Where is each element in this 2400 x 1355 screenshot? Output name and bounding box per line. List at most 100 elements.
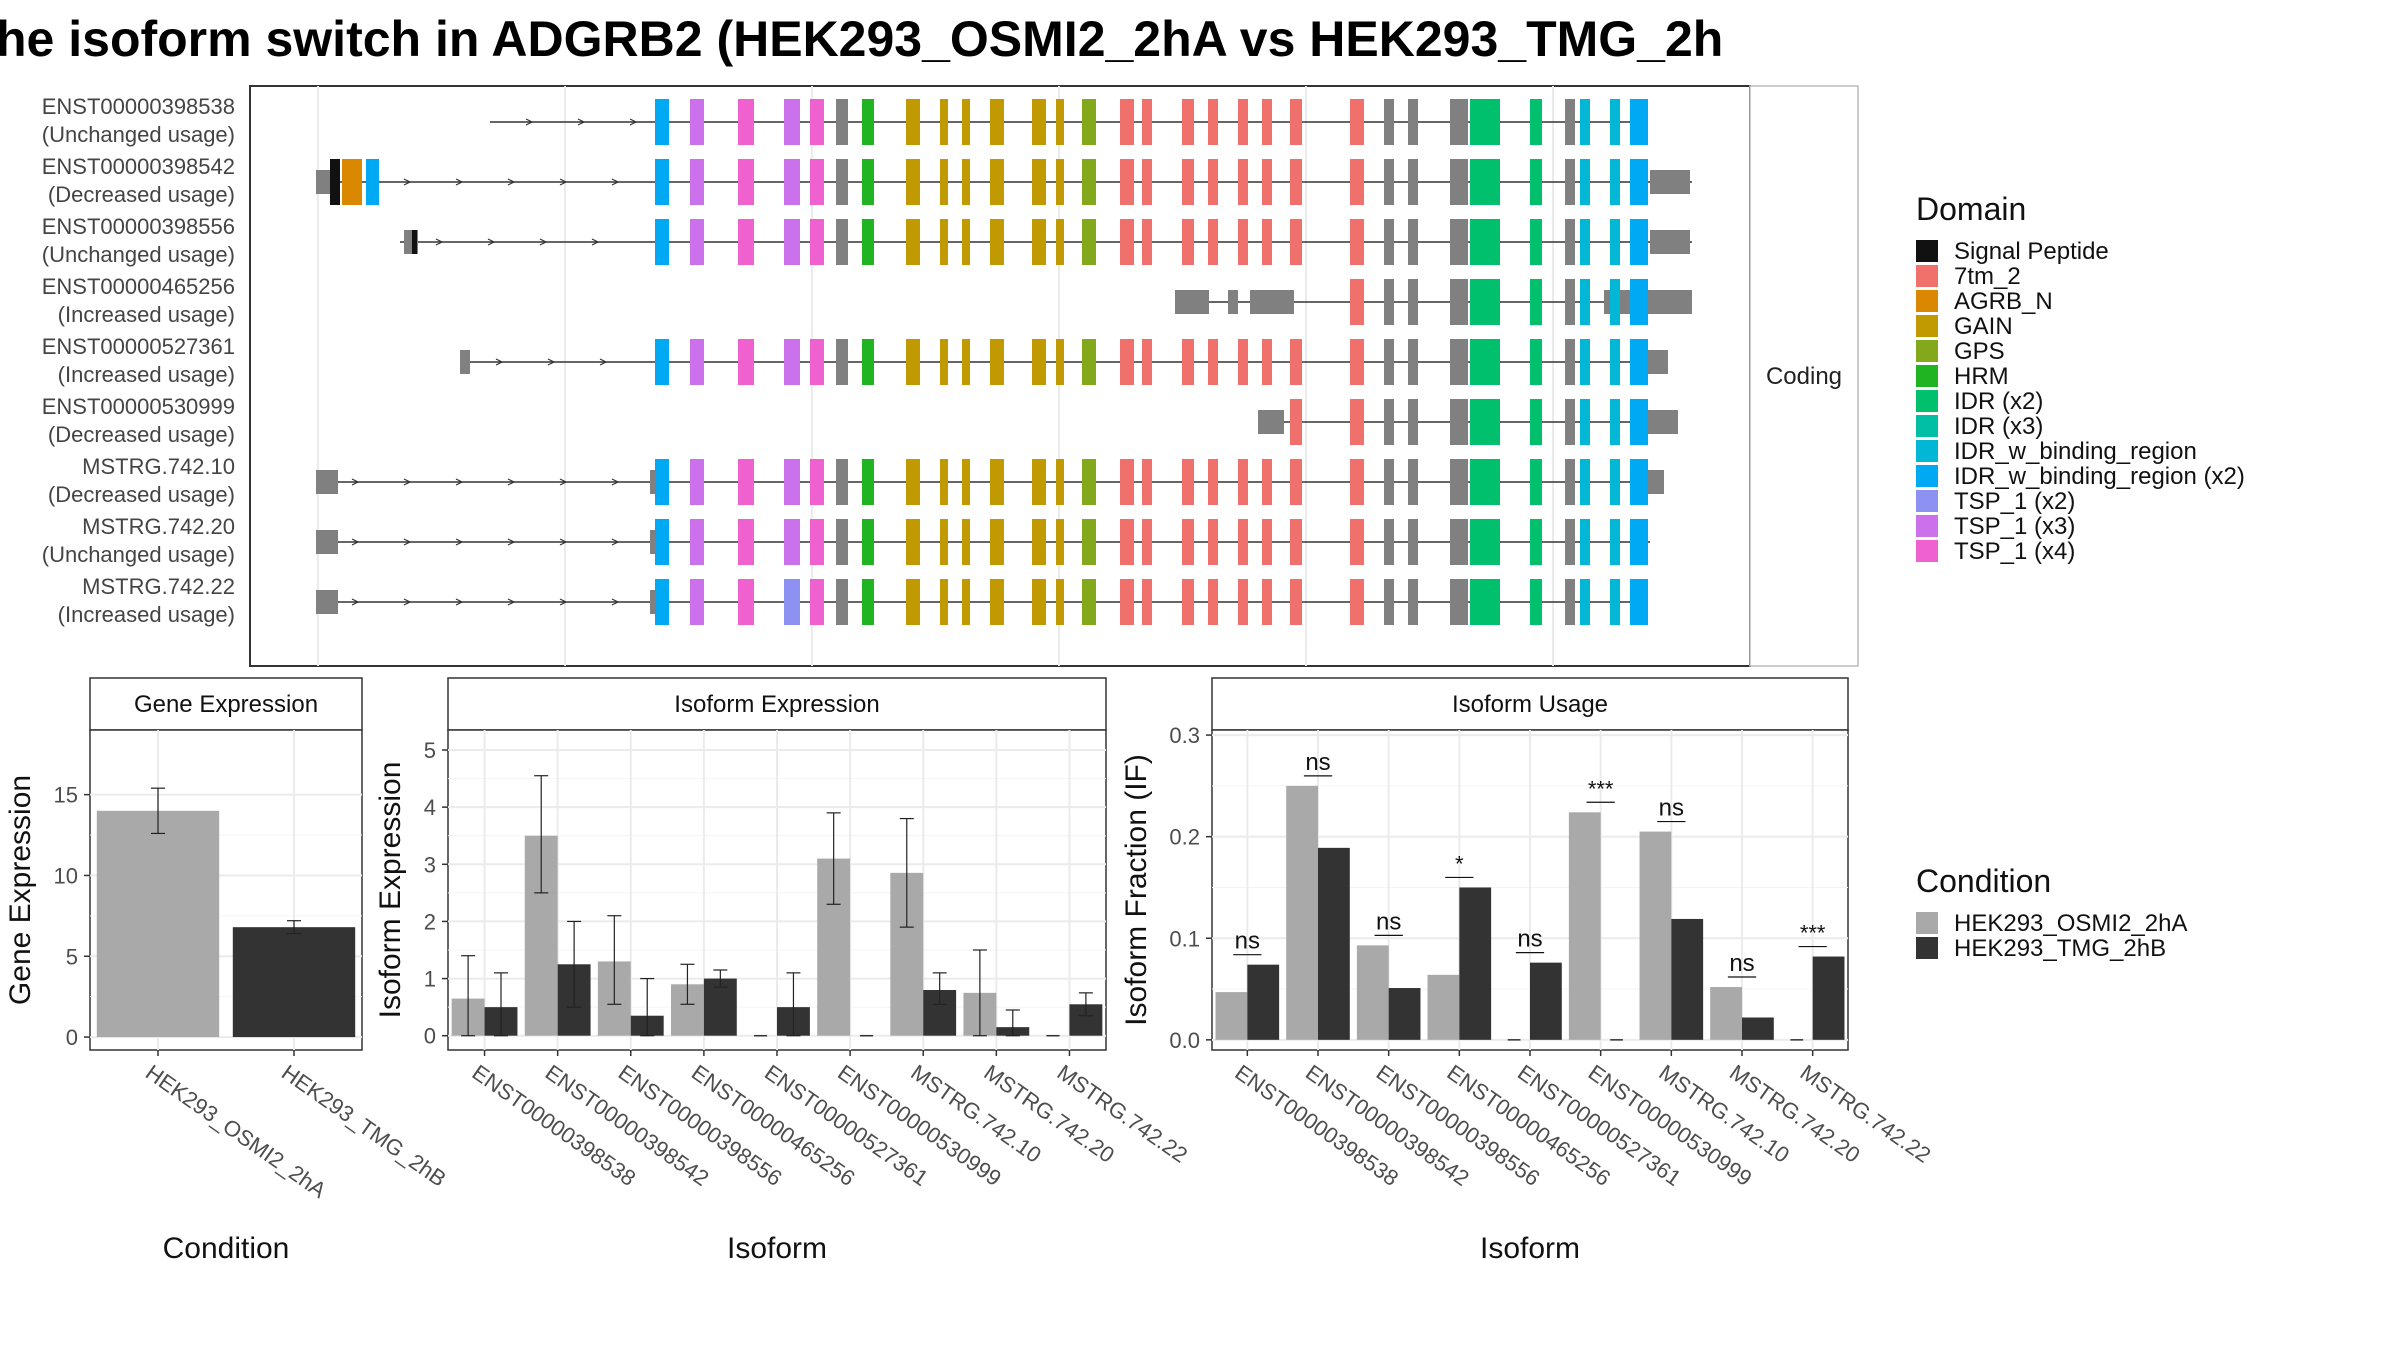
domain-exon: [836, 459, 848, 505]
domain-legend-swatch: [1916, 240, 1938, 262]
domain-exon: [1142, 459, 1152, 505]
domain-exon: [1238, 519, 1248, 565]
y-tick-label: 3: [424, 852, 436, 877]
domain-exon: [738, 339, 754, 385]
domain-exon: [784, 579, 800, 625]
domain-exon: [862, 459, 874, 505]
domain-exon: [810, 579, 824, 625]
domain-exon: [962, 159, 970, 205]
domain-legend-label: IDR_w_binding_region (x2): [1954, 463, 2245, 490]
domain-exon: [330, 159, 340, 205]
domain-exon: [1580, 279, 1590, 325]
domain-exon: [1142, 519, 1152, 565]
domain-exon: [784, 519, 800, 565]
domain-exon: [738, 459, 754, 505]
domain-exon: [1610, 579, 1620, 625]
domain-exon: [990, 99, 1004, 145]
intron-arrow: [403, 598, 412, 606]
bar: [1318, 847, 1350, 1040]
domain-exon: [836, 99, 848, 145]
transcript-track: [316, 159, 1692, 205]
domain-exon: [990, 459, 1004, 505]
utr-exon: [1646, 470, 1664, 494]
utr-exon: [1250, 290, 1284, 314]
domain-exon: [1450, 579, 1468, 625]
domain-exon: [1262, 159, 1272, 205]
utr-exon: [1644, 410, 1678, 434]
domain-exon: [1384, 459, 1394, 505]
domain-exon: [1208, 519, 1218, 565]
domain-exon: [1580, 579, 1590, 625]
domain-exon: [906, 159, 920, 205]
condition-legend-swatch: [1916, 912, 1938, 934]
intron-arrow: [495, 358, 504, 366]
domain-legend-label: Signal Peptide: [1954, 238, 2109, 265]
domain-exon: [1530, 159, 1542, 205]
domain-exon: [1262, 339, 1272, 385]
domain-exon: [1630, 279, 1648, 325]
y-axis-title: Isoform Fraction (IF): [1120, 754, 1153, 1026]
domain-exon: [1610, 219, 1620, 265]
domain-exon: [1470, 399, 1500, 445]
domain-exon: [962, 219, 970, 265]
condition-legend-swatch: [1916, 937, 1938, 959]
domain-legend-label: GAIN: [1954, 313, 2013, 340]
domain-exon: [655, 219, 669, 265]
domain-exon: [1630, 99, 1648, 145]
domain-exon: [342, 159, 362, 205]
domain-exon: [1208, 339, 1218, 385]
gene-expression-panel: Gene Expression051015HEK293_OSMI2_2hAHEK…: [4, 677, 451, 1265]
domain-exon: [738, 159, 754, 205]
domain-exon: [1470, 279, 1500, 325]
domain-exon: [1056, 459, 1064, 505]
domain-exon: [1290, 399, 1302, 445]
domain-exon: [1208, 219, 1218, 265]
intron-arrow: [351, 598, 360, 606]
domain-exon: [1580, 159, 1590, 205]
y-tick-label: 1: [424, 967, 436, 992]
transcript-track: [1258, 399, 1678, 445]
bar: [1710, 987, 1742, 1040]
intron-arrow: [611, 598, 620, 606]
domain-exon: [1142, 339, 1152, 385]
intron-arrow: [591, 238, 600, 246]
domain-exon: [1082, 219, 1096, 265]
domain-legend-title: Domain: [1916, 191, 2026, 227]
domain-exon: [1120, 99, 1134, 145]
domain-exon: [810, 519, 824, 565]
domain-legend-swatch: [1916, 440, 1938, 462]
domain-exon: [906, 519, 920, 565]
domain-exon: [1630, 459, 1648, 505]
transcript-name: ENST00000527361: [42, 334, 235, 359]
intron-arrow: [629, 118, 638, 126]
domain-exon: [990, 339, 1004, 385]
domain-exon: [1470, 579, 1500, 625]
x-axis-title: Isoform: [1480, 1232, 1580, 1265]
intron-arrow: [403, 478, 412, 486]
transcript-usage: (Increased usage): [58, 302, 235, 327]
domain-exon: [1565, 339, 1575, 385]
domain-exon: [738, 579, 754, 625]
domain-exon: [1208, 99, 1218, 145]
domain-exon: [1384, 399, 1394, 445]
domain-exon: [1384, 159, 1394, 205]
domain-exon: [1530, 519, 1542, 565]
bar: [1530, 962, 1562, 1040]
domain-exon: [1082, 579, 1096, 625]
domain-exon: [1082, 519, 1096, 565]
domain-exon: [1630, 219, 1648, 265]
bar: [1568, 812, 1601, 1040]
domain-exon: [962, 519, 970, 565]
isoform-expression-panel: Isoform Expression012345ENST00000398538E…: [374, 677, 1192, 1265]
domain-legend-label: TSP_1 (x4): [1954, 538, 2075, 565]
domain-exon: [862, 159, 874, 205]
domain-exon: [738, 219, 754, 265]
domain-exon: [1262, 99, 1272, 145]
domain-exon: [655, 99, 669, 145]
domain-exon: [1384, 219, 1394, 265]
domain-exon: [1262, 459, 1272, 505]
y-axis-title: Gene Expression: [4, 775, 37, 1005]
domain-exon: [1450, 459, 1468, 505]
intron-arrow: [351, 478, 360, 486]
domain-legend-swatch: [1916, 515, 1938, 537]
